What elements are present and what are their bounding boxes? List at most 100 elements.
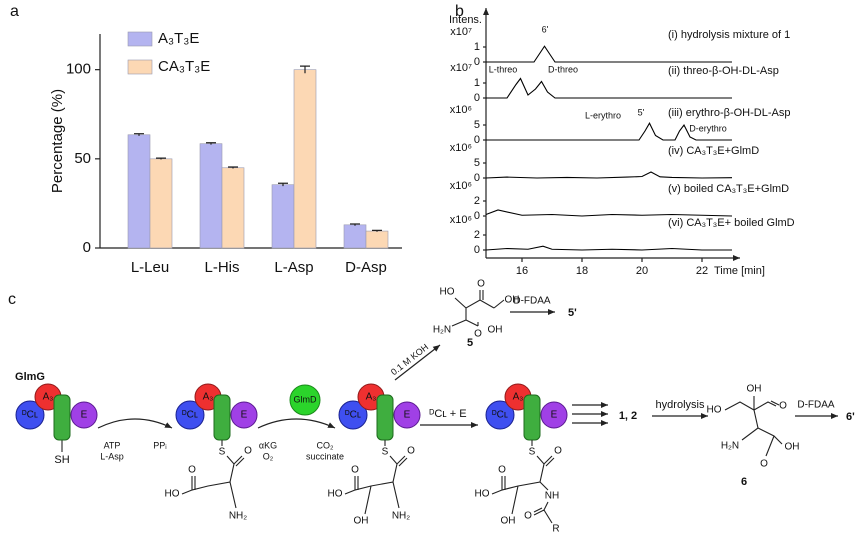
domain-label: ᴰCʟ	[345, 410, 361, 421]
trace	[486, 122, 732, 141]
scale-label: x10⁶	[450, 104, 472, 116]
byproduct: CO₂	[317, 440, 335, 450]
x-tick-label: 18	[576, 265, 588, 277]
y-tick-label: 50	[74, 150, 91, 167]
atom-label: S	[219, 447, 226, 458]
skeleton	[344, 440, 408, 515]
glmd-domain	[289, 384, 321, 416]
domain-label: A₃	[513, 392, 524, 403]
atom-label: OH	[505, 295, 520, 306]
x-tick-label: L-Asp	[274, 259, 313, 276]
atom-label: S	[529, 447, 536, 458]
y-tick-label: 5	[474, 157, 480, 169]
arrow	[97, 418, 173, 429]
trace	[486, 77, 732, 99]
peak-label: L-threo	[489, 64, 518, 74]
x-tick-label: L-Leu	[131, 259, 169, 276]
scale-label: x10⁶	[450, 180, 472, 192]
compound-number: 6	[741, 476, 747, 488]
trace	[485, 245, 732, 251]
x-tick-label: 20	[636, 265, 648, 277]
e-domain	[70, 401, 98, 429]
domain-label: A₃	[203, 392, 214, 403]
y-tick-label: 0	[83, 239, 91, 256]
trace-label: (v) boiled CA₃T₃E+GlmD	[668, 183, 789, 195]
scale-label: x10⁶	[450, 142, 472, 154]
bar	[293, 69, 317, 249]
scale-label: x10⁷	[450, 62, 472, 74]
reagent: O₂	[263, 451, 274, 461]
skeleton	[181, 440, 245, 509]
y-tick-label: 2	[474, 195, 480, 207]
panel-label: a	[10, 3, 19, 20]
panel-label: c	[8, 291, 16, 308]
reagent: D-FDAA	[797, 400, 835, 411]
e-domain	[393, 401, 421, 429]
bar	[149, 158, 173, 249]
trace	[485, 209, 733, 217]
domain-label: E	[551, 410, 558, 421]
e-domain	[540, 401, 568, 429]
y-tick-label: 0	[474, 56, 480, 68]
domain-label: ᴰCʟ	[22, 410, 38, 421]
legend-label: A₃T₃E	[158, 30, 199, 47]
x-tick-label: 16	[516, 265, 528, 277]
atom-label: HO	[165, 489, 180, 500]
error-bar	[350, 223, 360, 226]
x-tick-label: 22	[696, 265, 708, 277]
skeleton	[724, 396, 783, 457]
atom-label: O	[554, 446, 562, 457]
atom-label: O	[779, 401, 787, 412]
domain-label: ᴰCʟ	[492, 410, 508, 421]
c-domain	[485, 400, 515, 430]
y-axis-label: Intens.	[449, 14, 482, 26]
skeleton	[451, 290, 505, 327]
reagent: αKG	[259, 440, 277, 450]
legend-label: CA₃T₃E	[158, 58, 210, 75]
bar	[127, 134, 151, 249]
y-tick-label: 0	[474, 172, 480, 184]
y-tick-label: 5	[474, 119, 480, 131]
skeleton	[491, 440, 555, 524]
peak-label: L-erythro	[585, 110, 621, 120]
reagent: 0.1 M KOH	[389, 342, 430, 377]
c-domain	[338, 400, 368, 430]
atom-label: O	[188, 465, 196, 476]
atom-label: OH	[747, 384, 762, 395]
domain-label: A₃	[43, 392, 54, 403]
atom-label: O	[498, 465, 506, 476]
c-domain	[175, 400, 205, 430]
scale-label: x10⁶	[450, 214, 472, 226]
domain-label: E	[241, 410, 248, 421]
atom-label: NH	[545, 491, 559, 502]
atom-label: SH	[54, 454, 69, 466]
product-label: 5'	[568, 307, 577, 319]
atom-label: H₂N	[721, 441, 739, 452]
peak-label: D-erythro	[689, 123, 727, 133]
atom-label: S	[382, 447, 389, 458]
reagent: hydrolysis	[656, 399, 705, 411]
arrow	[394, 344, 441, 381]
trace	[485, 171, 733, 179]
y-tick-label: 0	[474, 210, 480, 222]
reagent: D-FDAA	[513, 296, 551, 307]
atom-label: O	[477, 279, 485, 290]
error-bar	[300, 65, 310, 74]
peak-label: 6'	[542, 24, 549, 34]
atom-label: O	[474, 329, 482, 340]
domain-label: A₃	[366, 392, 377, 403]
compound-number: 5	[467, 337, 473, 349]
reagent: L-Asp	[100, 451, 124, 461]
t-domain	[523, 394, 541, 441]
y-tick-label: 0	[474, 244, 480, 256]
x-axis-label: Time [min]	[714, 265, 765, 277]
trace	[486, 45, 732, 63]
byproduct: PPᵢ	[153, 440, 166, 450]
atom-label: NH₂	[229, 511, 247, 522]
trace-label: (iv) CA₃T₃E+GlmD	[668, 145, 759, 157]
atom-label: NH₂	[392, 511, 410, 522]
reagent: ATP	[104, 440, 121, 450]
t-domain	[53, 394, 71, 441]
bar	[343, 224, 367, 249]
